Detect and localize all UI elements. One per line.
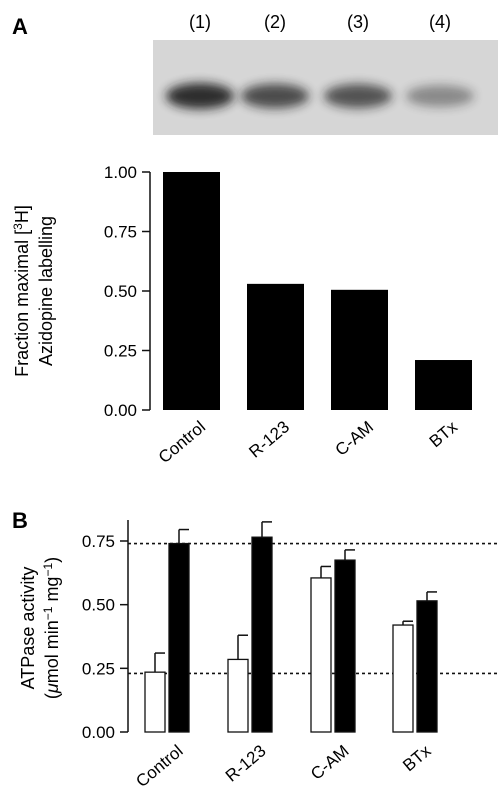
lane-label-4: (4) (429, 12, 451, 32)
lane-label-2: (2) (264, 12, 286, 32)
panel-a-letter: A (12, 14, 28, 39)
chart-b-bar-control-open (144, 671, 166, 733)
chart-b-bar-c-am-open (310, 577, 332, 733)
chart-b-tick-label: 0.75 (82, 532, 115, 551)
chart-b-tick-label: 0.50 (82, 596, 115, 615)
blot-band-3 (324, 83, 392, 109)
chart-a-bar-r-123 (247, 283, 304, 410)
chart-b-x-label-control: Control (132, 741, 186, 791)
chart-b-bar-c-am-filled (334, 559, 356, 733)
chart-a-y-label-line2: Azidopine labelling (36, 216, 56, 366)
chart-a-x-label-btx: BTx (426, 417, 462, 451)
lane-label-1: (1) (189, 12, 211, 32)
lane-label-3: (3) (347, 12, 369, 32)
chart-a-bars (163, 172, 472, 410)
chart-b-y-label-line2: (μmol min−1 mg−1) (41, 557, 62, 699)
chart-b-x-label-r-123: R-123 (222, 741, 270, 785)
blot-band-1 (166, 83, 234, 109)
chart-b-bar-r-123-filled (251, 536, 273, 733)
chart-b-x-label-c-am: C-AM (307, 741, 353, 783)
chart-b-x-labels: Control R-123 C-AM BTx (132, 741, 435, 791)
chart-a: 0.00 0.25 0.50 0.75 1.00 Control R-123 C-AM BTx… (11, 163, 472, 467)
chart-a-tick-label: 0.50 (104, 282, 137, 301)
panel-b-letter: B (12, 508, 28, 533)
chart-b-y-ticks: 0.00 0.25 0.50 0.75 (82, 532, 128, 742)
chart-b-bar-r-123-open (227, 658, 249, 733)
chart-a-tick-label: 0.25 (104, 342, 137, 361)
chart-b-bar-control-filled (168, 542, 190, 733)
chart-a-x-labels: Control R-123 C-AM BTx (155, 417, 462, 467)
western-blot: (1) (2) (3) (4) (153, 12, 498, 135)
chart-a-bar-btx (415, 360, 472, 410)
chart-b-bars (144, 521, 438, 733)
chart-a-tick-label: 0.00 (104, 401, 137, 420)
blot-bands (166, 83, 474, 109)
blot-band-2 (241, 83, 309, 109)
chart-a-tick-label: 1.00 (104, 163, 137, 182)
chart-b-tick-label: 0.00 (82, 723, 115, 742)
chart-b: 0.00 0.25 0.50 0.75 Control R-123 C-AM BTx ATP… (18, 520, 498, 791)
chart-a-y-label: Fraction maximal [3H] (11, 205, 32, 377)
chart-a-y-ticks: 0.00 0.25 0.50 0.75 1.00 (104, 163, 150, 420)
chart-a-bar-c-am (331, 289, 388, 410)
chart-b-bar-btx-open (392, 624, 414, 733)
chart-a-bar-control (163, 172, 220, 410)
chart-a-x-label-r-123: R-123 (245, 417, 293, 461)
blot-lane-labels: (1) (2) (3) (4) (189, 12, 451, 32)
chart-a-x-label-control: Control (155, 417, 209, 467)
chart-a-tick-label: 0.75 (104, 223, 137, 242)
chart-b-y-label: ATPase activity (18, 567, 38, 690)
chart-a-x-label-c-am: C-AM (332, 417, 378, 459)
chart-b-tick-label: 0.25 (82, 659, 115, 678)
chart-b-x-label-btx: BTx (399, 741, 435, 775)
blot-band-4 (406, 85, 474, 107)
chart-b-bar-btx-filled (416, 600, 438, 733)
